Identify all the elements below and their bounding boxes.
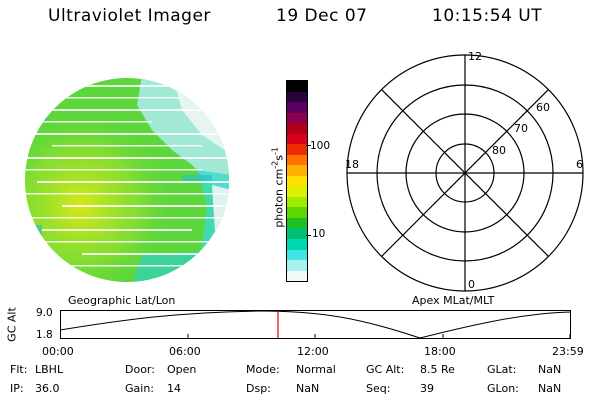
status-key: GLat: xyxy=(487,363,517,376)
alt-ytick-1-8: 1.8 xyxy=(36,329,53,341)
polar-mlt-plot: 12 18 6 0 60 70 80 xyxy=(345,50,584,292)
status-value: 36.0 xyxy=(35,382,60,395)
status-key: Flt: xyxy=(10,363,28,376)
lat-label-80: 80 xyxy=(492,144,506,157)
colorbar-swatch xyxy=(287,238,307,250)
colorbar-swatch xyxy=(287,81,307,92)
mlt-label-12: 12 xyxy=(468,50,482,63)
colorbar-swatch xyxy=(287,228,307,239)
status-value: NaN xyxy=(296,382,320,395)
status-key: Seq: xyxy=(366,382,391,395)
time-label: 10:15:54 UT xyxy=(432,6,543,26)
status-value: LBHL xyxy=(35,363,64,376)
colorbar-swatch xyxy=(287,112,307,124)
colorbar-swatch xyxy=(287,260,307,271)
status-key: IP: xyxy=(10,382,24,395)
alt-ylabel: GC Alt xyxy=(5,307,19,342)
colorbar-swatch xyxy=(287,154,307,166)
mlt-label-0: 0 xyxy=(468,278,475,291)
colorbar-swatch xyxy=(287,91,307,103)
alt-xtick-1200: 12:00 xyxy=(297,345,329,358)
mlt-label-18: 18 xyxy=(345,158,359,171)
colorbar-tick-mark-10 xyxy=(306,235,311,236)
status-key: Gain: xyxy=(125,382,154,395)
geographic-label: Geographic Lat/Lon xyxy=(68,294,176,307)
altitude-plot xyxy=(60,310,572,339)
apex-label: Apex MLat/MLT xyxy=(412,294,495,307)
lat-label-70: 70 xyxy=(514,122,528,135)
colorbar-tick-100: 100 xyxy=(310,140,331,152)
colorbar-swatch xyxy=(287,217,307,229)
status-value: 39 xyxy=(420,382,434,395)
instrument-title: Ultraviolet Imager xyxy=(48,6,211,26)
colorbar xyxy=(286,80,308,282)
alt-xtick-2359: 23:59 xyxy=(552,345,584,358)
uv-image-disk xyxy=(25,78,229,282)
status-key: Dsp: xyxy=(246,382,271,395)
status-key: GC Alt: xyxy=(366,363,405,376)
lat-label-60: 60 xyxy=(536,101,550,114)
status-value: Normal xyxy=(296,363,336,376)
colorbar-unit-label: photon cm-2s-1 xyxy=(270,147,286,228)
colorbar-swatch xyxy=(287,175,307,187)
colorbar-tick-mark-100 xyxy=(306,145,311,146)
status-key: Door: xyxy=(125,363,155,376)
mlt-label-6: 6 xyxy=(576,158,583,171)
colorbar-swatch xyxy=(287,144,307,155)
alt-xtick-0600: 06:00 xyxy=(169,345,201,358)
date-label: 19 Dec 07 xyxy=(276,6,368,26)
colorbar-swatch xyxy=(287,270,307,282)
colorbar-swatch xyxy=(287,102,307,113)
colorbar-swatch xyxy=(287,207,307,218)
status-key: Mode: xyxy=(246,363,280,376)
alt-xtick-0000: 00:00 xyxy=(42,345,74,358)
alt-xtick-1800: 18:00 xyxy=(424,345,456,358)
status-value: Open xyxy=(167,363,197,376)
status-key: GLon: xyxy=(487,382,519,395)
status-value: NaN xyxy=(538,363,562,376)
colorbar-swatch xyxy=(287,249,307,261)
colorbar-swatch xyxy=(287,196,307,208)
colorbar-swatch xyxy=(287,186,307,197)
alt-ytick-9: 9.0 xyxy=(36,307,53,319)
colorbar-tick-10: 10 xyxy=(312,228,326,240)
status-value: 8.5 Re xyxy=(420,363,455,376)
status-value: NaN xyxy=(538,382,562,395)
colorbar-swatch xyxy=(287,165,307,176)
colorbar-swatch xyxy=(287,133,307,145)
status-value: 14 xyxy=(167,382,181,395)
colorbar-swatch xyxy=(287,123,307,134)
